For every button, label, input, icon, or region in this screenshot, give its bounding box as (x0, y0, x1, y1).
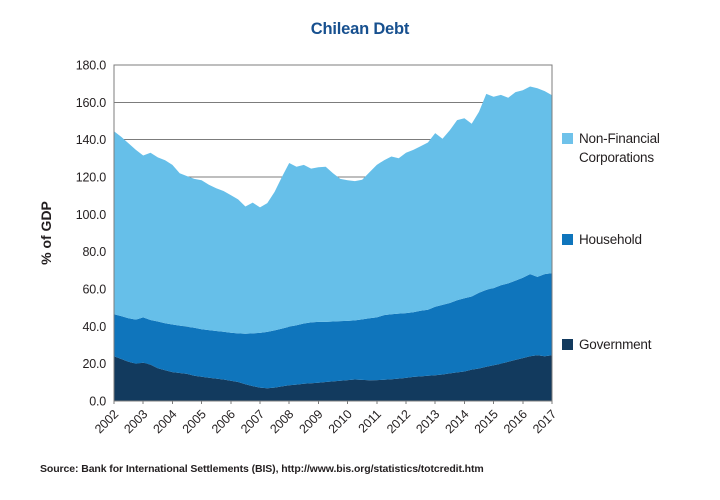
chart-canvas: 0.0 20.0 40.0 60.0 80.0 100.0 120.0 140.0 160.0 1… (76, 59, 560, 437)
area-government (114, 355, 552, 401)
x-tick-label: 2010 (326, 407, 355, 436)
x-tick-label: 2002 (92, 407, 121, 436)
y-tick-label: 80.0 (82, 245, 106, 259)
x-axis-tick-labels: 2002 2003 2004 2005 2006 2007 2008 2009 2010 2011… (92, 401, 559, 436)
x-tick-label: 2013 (413, 407, 442, 436)
y-tick-label: 20.0 (82, 357, 106, 371)
chart-title: Chilean Debt (310, 20, 410, 38)
x-tick-label: 2008 (267, 407, 296, 436)
x-tick-label: 2005 (180, 407, 209, 436)
x-tick-label: 2015 (472, 407, 501, 436)
legend-item-household: Household (562, 231, 714, 250)
source-note: Source: Bank for International Settlemen… (40, 463, 484, 475)
legend-item-non-financial-corporations: Non-Financial Corporations (562, 130, 714, 168)
x-tick-label: 2012 (384, 407, 413, 436)
legend-label: Non-Financial Corporations (579, 131, 660, 165)
x-tick-label: 2007 (238, 407, 267, 436)
x-tick-label: 2014 (443, 407, 472, 436)
legend-item-government: Government (562, 336, 714, 355)
y-tick-label: 160.0 (76, 96, 107, 110)
x-tick-label: 2017 (530, 407, 559, 436)
y-axis-tick-labels: 0.0 20.0 40.0 60.0 80.0 100.0 120.0 140.0 160.0 1… (76, 59, 107, 409)
x-tick-label: 2003 (121, 407, 150, 436)
legend-swatch-household-icon (562, 234, 573, 245)
y-tick-label: 40.0 (82, 320, 106, 334)
plot-frame (113, 64, 553, 402)
x-tick-label: 2016 (501, 407, 530, 436)
y-tick-label: 60.0 (82, 283, 106, 297)
x-tick-label: 2006 (209, 407, 238, 436)
area-non-financial-corporations (114, 86, 552, 334)
legend-swatch-government-icon (562, 339, 573, 350)
y-tick-label: 180.0 (76, 59, 107, 73)
x-tick-label: 2009 (297, 407, 326, 436)
x-tick-label: 2004 (151, 407, 180, 436)
legend-swatch-non-financial-corporations-icon (562, 133, 573, 144)
y-tick-label: 120.0 (76, 171, 107, 185)
area-household (114, 273, 552, 389)
x-tick-label: 2011 (356, 407, 385, 436)
legend-label: Government (579, 337, 652, 352)
y-tick-label: 100.0 (76, 208, 107, 222)
legend-label: Household (579, 232, 642, 247)
y-tick-label: 0.0 (89, 395, 106, 409)
y-tick-label: 140.0 (76, 133, 107, 147)
